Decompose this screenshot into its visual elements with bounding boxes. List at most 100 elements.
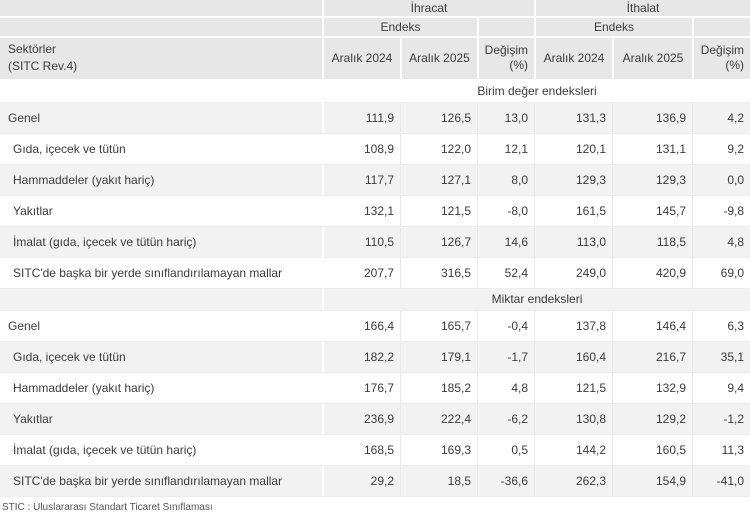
- value-cell: 18,5: [400, 465, 477, 497]
- export-change-spacer: [477, 18, 535, 38]
- value-cell: 420,9: [612, 257, 693, 289]
- import-change-header: Değişim (%): [692, 38, 750, 81]
- header-row-subgroups: Endeks Endeks: [0, 18, 750, 38]
- row-label: Gıda, içecek ve tütün: [0, 133, 322, 165]
- value-cell: 4,8: [477, 372, 535, 404]
- table-row: SITC'de başka bir yerde sınıflandırılama…: [0, 465, 750, 497]
- value-cell: 14,6: [477, 226, 535, 258]
- value-cell: 35,1: [692, 341, 750, 373]
- value-cell: 137,8: [534, 310, 613, 342]
- import-dec2024-header: Aralık 2024: [534, 38, 613, 81]
- import-change-spacer: [692, 18, 750, 38]
- section-spacer-cell: [0, 80, 322, 103]
- value-cell: 12,1: [477, 133, 535, 165]
- value-cell: 316,5: [400, 257, 477, 289]
- row-label: Gıda, içecek ve tütün: [0, 341, 322, 373]
- value-cell: 9,4: [692, 372, 750, 404]
- value-cell: 262,3: [534, 465, 613, 497]
- value-cell: 129,2: [612, 403, 693, 435]
- value-cell: 132,9: [612, 372, 693, 404]
- value-cell: 216,7: [612, 341, 693, 373]
- value-cell: 113,0: [534, 226, 613, 258]
- value-cell: 4,8: [692, 226, 750, 258]
- value-cell: 9,2: [692, 133, 750, 165]
- section-header-row: Birim değer endeksleri: [0, 80, 750, 103]
- value-cell: 126,7: [400, 226, 477, 258]
- value-cell: 13,0: [477, 102, 535, 134]
- foreign-trade-index-table: İhracat İthalat Endeks Endeks Sektörler …: [0, 0, 750, 497]
- header-row-columns: Sektörler (SITC Rev.4) Aralık 2024 Aralı…: [0, 38, 750, 81]
- value-cell: 154,9: [612, 465, 693, 497]
- row-label: Genel: [0, 102, 322, 134]
- change-header-line2: (%): [725, 58, 745, 73]
- sector-header-line1: Sektörler: [8, 42, 57, 56]
- value-cell: 160,4: [534, 341, 613, 373]
- import-index-subheader: Endeks: [534, 18, 693, 38]
- value-cell: 146,4: [612, 310, 693, 342]
- value-cell: 176,7: [322, 372, 400, 404]
- row-label: SITC'de başka bir yerde sınıflandırılama…: [0, 465, 322, 497]
- export-group-header: İhracat: [322, 0, 535, 18]
- table-row: İmalat (gıda, içecek ve tütün hariç) 168…: [0, 434, 750, 466]
- table-row: Hammaddeler (yakıt hariç) 117,7 127,1 8,…: [0, 164, 750, 196]
- value-cell: -8,0: [477, 195, 535, 227]
- section-title: Miktar endeksleri: [322, 288, 750, 311]
- table-body: Birim değer endeksleri Genel 111,9 126,5…: [0, 80, 750, 497]
- value-cell: 127,1: [400, 164, 477, 196]
- table-row: SITC'de başka bir yerde sınıflandırılama…: [0, 257, 750, 289]
- table-row: İmalat (gıda, içecek ve tütün hariç) 110…: [0, 226, 750, 258]
- value-cell: 129,3: [534, 164, 613, 196]
- value-cell: 168,5: [322, 434, 400, 466]
- value-cell: -36,6: [477, 465, 535, 497]
- value-cell: -0,4: [477, 310, 535, 342]
- value-cell: -6,2: [477, 403, 535, 435]
- export-dec2025-header: Aralık 2025: [400, 38, 477, 81]
- export-dec2024-header: Aralık 2024: [322, 38, 400, 81]
- row-label: Yakıtlar: [0, 195, 322, 227]
- value-cell: 144,2: [534, 434, 613, 466]
- row-label: İmalat (gıda, içecek ve tütün hariç): [0, 226, 322, 258]
- value-cell: 29,2: [322, 465, 400, 497]
- row-label: Hammaddeler (yakıt hariç): [0, 372, 322, 404]
- value-cell: 4,2: [692, 102, 750, 134]
- value-cell: 110,5: [322, 226, 400, 258]
- sector-header-line2: (SITC Rev.4): [8, 59, 78, 74]
- value-cell: 126,5: [400, 102, 477, 134]
- value-cell: 222,4: [400, 403, 477, 435]
- table-row: Gıda, içecek ve tütün 108,9 122,0 12,1 1…: [0, 133, 750, 165]
- value-cell: 182,2: [322, 341, 400, 373]
- table-row: Hammaddeler (yakıt hariç) 176,7 185,2 4,…: [0, 372, 750, 404]
- value-cell: 8,0: [477, 164, 535, 196]
- import-group-header: İthalat: [534, 0, 750, 18]
- value-cell: 136,9: [612, 102, 693, 134]
- value-cell: -1,2: [692, 403, 750, 435]
- value-cell: 121,5: [400, 195, 477, 227]
- value-cell: -41,0: [692, 465, 750, 497]
- value-cell: 236,9: [322, 403, 400, 435]
- value-cell: 69,0: [692, 257, 750, 289]
- value-cell: 129,3: [612, 164, 693, 196]
- table-row: Gıda, içecek ve tütün 182,2 179,1 -1,7 1…: [0, 341, 750, 373]
- value-cell: 169,3: [400, 434, 477, 466]
- value-cell: 111,9: [322, 102, 400, 134]
- value-cell: 130,8: [534, 403, 613, 435]
- sector-column-header: Sektörler (SITC Rev.4): [0, 38, 322, 81]
- value-cell: 6,3: [692, 310, 750, 342]
- value-cell: 122,0: [400, 133, 477, 165]
- value-cell: 165,7: [400, 310, 477, 342]
- value-cell: 117,7: [322, 164, 400, 196]
- change-header-line1: Değişim: [484, 42, 529, 57]
- table-header: İhracat İthalat Endeks Endeks Sektörler …: [0, 0, 750, 81]
- change-header-line2: (%): [509, 58, 529, 73]
- value-cell: 249,0: [534, 257, 613, 289]
- value-cell: 118,5: [612, 226, 693, 258]
- row-label: SITC'de başka bir yerde sınıflandırılama…: [0, 257, 322, 289]
- export-index-subheader: Endeks: [322, 18, 477, 38]
- change-header-line1: Değişim: [700, 42, 745, 57]
- value-cell: 52,4: [477, 257, 535, 289]
- value-cell: 145,7: [612, 195, 693, 227]
- value-cell: 160,5: [612, 434, 693, 466]
- header-row-groups: İhracat İthalat: [0, 0, 750, 18]
- value-cell: 179,1: [400, 341, 477, 373]
- export-change-header: Değişim (%): [477, 38, 535, 81]
